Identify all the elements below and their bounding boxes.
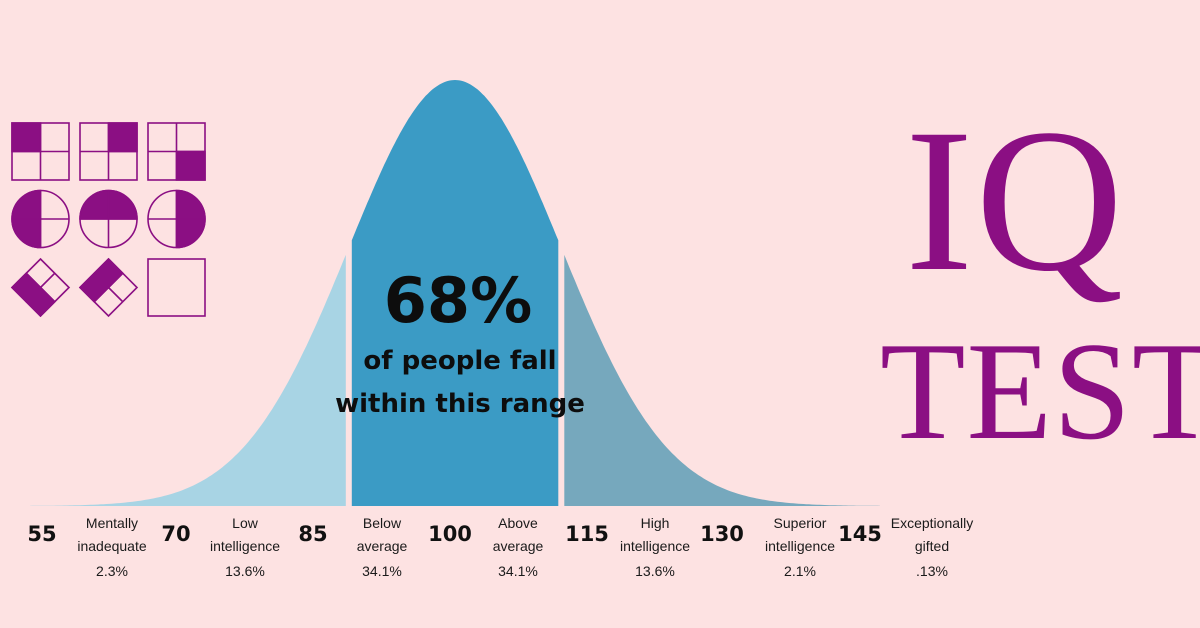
band-percent: 2.3% (96, 563, 128, 579)
band-percent: 34.1% (362, 563, 402, 579)
band-label: intelligence (765, 538, 835, 554)
band-label: Below (363, 515, 402, 531)
band-percent: 13.6% (225, 563, 265, 579)
puzzle-diamond-2 (78, 257, 139, 318)
puzzle-square-3 (147, 122, 206, 181)
band-label: Mentally (86, 515, 138, 531)
puzzle-diamond-1 (10, 257, 71, 318)
x-axis-ticks: 55 70 85 100 115 130 145 (27, 522, 882, 546)
left-tail-area (30, 254, 346, 506)
puzzle-empty-square (147, 258, 206, 317)
band-label: Superior (774, 515, 827, 531)
band-labels: Mentally inadequate 2.3% Low intelligence 13.… (77, 515, 973, 579)
band-percent: 34.1% (498, 563, 538, 579)
x-tick-label: 115 (565, 522, 609, 546)
center-area-68-percent (351, 80, 559, 506)
band-label: intelligence (620, 538, 690, 554)
x-tick-label: 85 (298, 522, 327, 546)
x-tick-label: 70 (161, 522, 190, 546)
band-label: Above (498, 515, 538, 531)
band-label: average (493, 538, 544, 554)
x-tick-label: 100 (428, 522, 472, 546)
band-percent: 2.1% (784, 563, 816, 579)
band-label: gifted (915, 538, 949, 554)
x-tick-label: 145 (838, 522, 882, 546)
callout-line1: of people fall (363, 346, 556, 376)
callout-line2: within this range (335, 389, 585, 419)
band-label: Exceptionally (891, 515, 974, 531)
puzzle-square-1 (11, 122, 70, 181)
pattern-puzzle (10, 122, 206, 318)
callout-percent: 68% (384, 264, 532, 337)
x-tick-label: 130 (700, 522, 744, 546)
band-percent: 13.6% (635, 563, 675, 579)
band-label: Low (232, 515, 259, 531)
puzzle-square-2 (79, 122, 138, 181)
puzzle-circle-1 (11, 189, 70, 249)
puzzle-circle-2 (79, 189, 138, 249)
x-tick-label: 55 (27, 522, 56, 546)
callout: 68% of people fall within this range (335, 264, 585, 419)
band-label: inadequate (77, 538, 147, 554)
right-tail-area (564, 254, 880, 506)
curve-layer (30, 80, 880, 506)
band-label: High (641, 515, 670, 531)
puzzle-circle-3 (147, 189, 206, 249)
band-label: intelligence (210, 538, 280, 554)
title-test: TEST (880, 314, 1200, 469)
band-percent: .13% (916, 563, 948, 579)
title-iq: IQ (905, 87, 1126, 314)
band-label: average (357, 538, 408, 554)
